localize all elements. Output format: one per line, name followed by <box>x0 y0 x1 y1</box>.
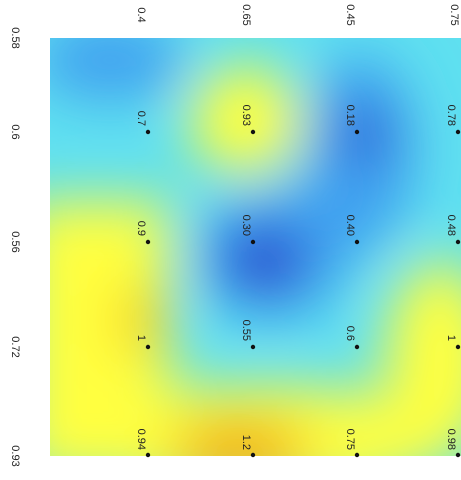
data-point-label: 0.9 <box>135 221 147 236</box>
contour-cool-bridge <box>270 180 390 260</box>
contour-warm-upper <box>190 65 300 175</box>
data-point-label: 0.93 <box>240 105 252 126</box>
data-point-label: 0.40 <box>344 215 356 236</box>
contour-warm-bottom <box>60 385 460 456</box>
data-point-label: 0.6 <box>344 326 356 341</box>
data-point-marker <box>250 344 256 350</box>
data-point-marker <box>455 452 461 458</box>
data-point-label: 0.18 <box>344 105 356 126</box>
data-point-marker <box>455 129 461 135</box>
data-point-marker <box>354 239 360 245</box>
data-point-label: 0.98 <box>445 429 457 450</box>
data-point-label: 1 <box>135 335 147 341</box>
data-point-label: 1.2 <box>240 435 252 450</box>
axis-labels: 0.58 0.6 0.56 0.72 0.93 <box>9 27 21 466</box>
axis-tick-label: 0.56 <box>9 231 21 252</box>
column-tick-label: 0.65 <box>240 4 252 25</box>
data-points: 0.7 0.93 0.18 0.78 0.9 0.30 0.40 0.48 1 0.55 0.6 1 0… <box>135 105 461 458</box>
column-tick-label: 0.75 <box>448 4 460 25</box>
data-point-marker <box>455 344 461 350</box>
data-point-label: 0.75 <box>344 429 356 450</box>
data-point-marker <box>354 344 360 350</box>
axis-tick-label: 0.6 <box>9 124 21 139</box>
data-point-marker <box>145 452 151 458</box>
contour-cold-core-right <box>343 110 387 160</box>
data-point-label: 0.30 <box>240 215 252 236</box>
data-point-label: 0.48 <box>445 215 457 236</box>
data-point-marker <box>250 452 256 458</box>
data-point-label: 0.7 <box>135 111 147 126</box>
column-labels: 0.4 0.65 0.45 0.75 <box>135 4 460 25</box>
axis-tick-label: 0.93 <box>9 445 21 466</box>
contour-cold-core-mid <box>225 230 305 290</box>
column-tick-label: 0.4 <box>135 7 147 22</box>
data-point-label: 0.78 <box>445 105 457 126</box>
data-point-marker <box>250 239 256 245</box>
data-point-marker <box>354 129 360 135</box>
data-point-marker <box>145 129 151 135</box>
data-point-label: 0.94 <box>135 429 147 450</box>
contour-hot-bottom <box>170 422 310 456</box>
data-point-marker <box>250 129 256 135</box>
axis-tick-label: 0.58 <box>9 27 21 48</box>
axis-tick-label: 0.72 <box>9 336 21 357</box>
data-point-label: 0.55 <box>240 320 252 341</box>
data-point-marker <box>354 452 360 458</box>
data-point-label: 1 <box>445 335 457 341</box>
contour-cool-topleft <box>50 38 185 100</box>
contour-warm-right <box>385 260 461 456</box>
data-point-marker <box>455 239 461 245</box>
data-point-marker <box>145 239 151 245</box>
data-point-marker <box>145 344 151 350</box>
contour-hot-left <box>120 285 160 355</box>
contour-field <box>50 38 461 456</box>
column-tick-label: 0.45 <box>344 4 356 25</box>
